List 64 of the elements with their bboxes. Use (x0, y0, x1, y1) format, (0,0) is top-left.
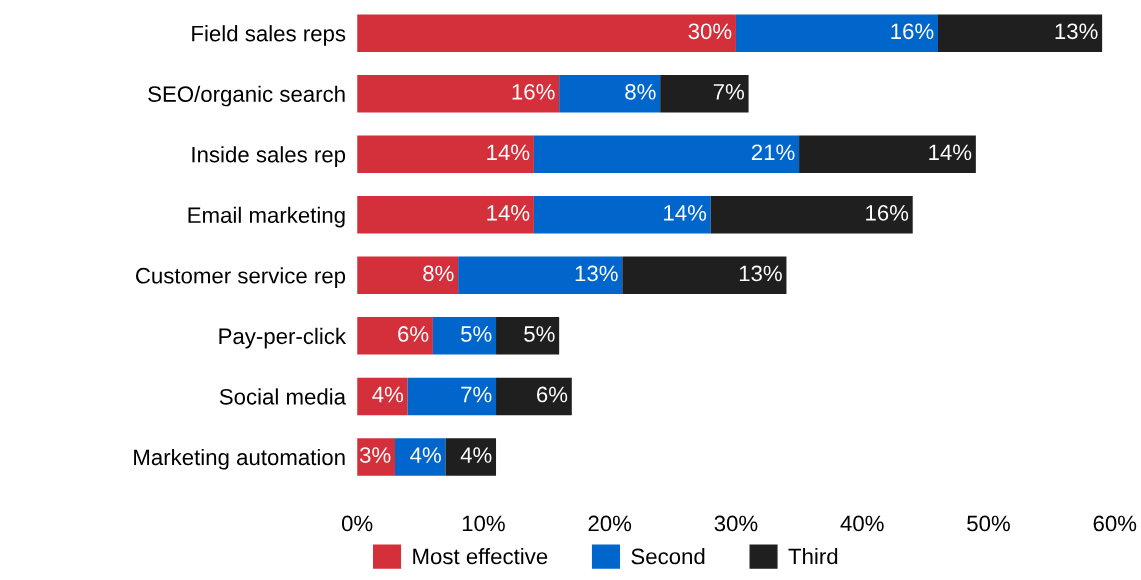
x-tick-label: 0% (341, 515, 373, 532)
data-label: 8% (423, 265, 454, 282)
data-label: 6% (537, 386, 568, 403)
data-label: 8% (625, 83, 656, 100)
bar (458, 256, 623, 295)
bar (710, 196, 913, 234)
x-tick-label: 20% (588, 515, 632, 532)
data-label: 5% (461, 326, 492, 342)
legend-label: Third (788, 547, 838, 565)
data-label: 21% (751, 144, 795, 161)
y-tick-label: Social media (219, 388, 347, 405)
data-label: 5% (524, 326, 555, 342)
x-tick-label: 10% (462, 515, 505, 532)
y-tick-label: Field sales reps (192, 25, 346, 46)
data-label: 16% (512, 83, 555, 100)
bar (357, 14, 736, 52)
y-tick-label: Email marketing (188, 206, 345, 228)
data-label: 6% (398, 326, 429, 342)
bar (496, 317, 560, 355)
data-label: 13% (1055, 23, 1098, 40)
data-label: 4% (372, 386, 404, 403)
y-tick-label: SEO/organic search (148, 85, 345, 107)
y-tick-label: Pay-per-click (219, 327, 347, 349)
data-label: 3% (359, 447, 391, 463)
data-label: 14% (929, 144, 972, 161)
bar (799, 135, 976, 174)
bar (357, 135, 534, 174)
data-label: 14% (487, 205, 530, 221)
bar (496, 377, 572, 416)
legend-label: Second (631, 547, 705, 565)
bar (735, 14, 938, 52)
bar (445, 438, 497, 476)
data-label: 13% (575, 265, 618, 282)
x-tick-label: 40% (840, 515, 884, 532)
bar (622, 256, 787, 295)
data-label: 13% (739, 265, 782, 282)
bar (559, 74, 661, 113)
data-label: 7% (713, 84, 744, 100)
y-tick-label: Marketing automation (134, 448, 345, 470)
bar (357, 196, 534, 234)
x-tick-label: 60% (1093, 515, 1137, 532)
bar (407, 377, 497, 416)
data-label: 16% (891, 23, 934, 40)
bar (660, 74, 749, 113)
bar (357, 74, 560, 113)
bar (357, 317, 433, 355)
data-label: 30% (688, 23, 732, 40)
bar (533, 196, 711, 234)
bar (533, 135, 800, 174)
bar (937, 14, 1103, 52)
data-label: 4% (410, 447, 441, 463)
bar (432, 317, 497, 355)
x-tick-label: 30% (714, 515, 758, 532)
legend-label: Most effective (413, 547, 548, 565)
bar (357, 256, 459, 295)
data-label: 4% (460, 447, 492, 463)
data-label: 14% (664, 205, 707, 221)
data-label: 14% (487, 144, 530, 161)
x-tick-label: 50% (967, 515, 1010, 532)
y-tick-label: Customer service rep (135, 267, 346, 288)
bar (395, 438, 446, 476)
data-label: 16% (866, 205, 909, 221)
y-tick-label: Inside sales rep (192, 146, 346, 167)
data-label: 7% (461, 386, 492, 403)
